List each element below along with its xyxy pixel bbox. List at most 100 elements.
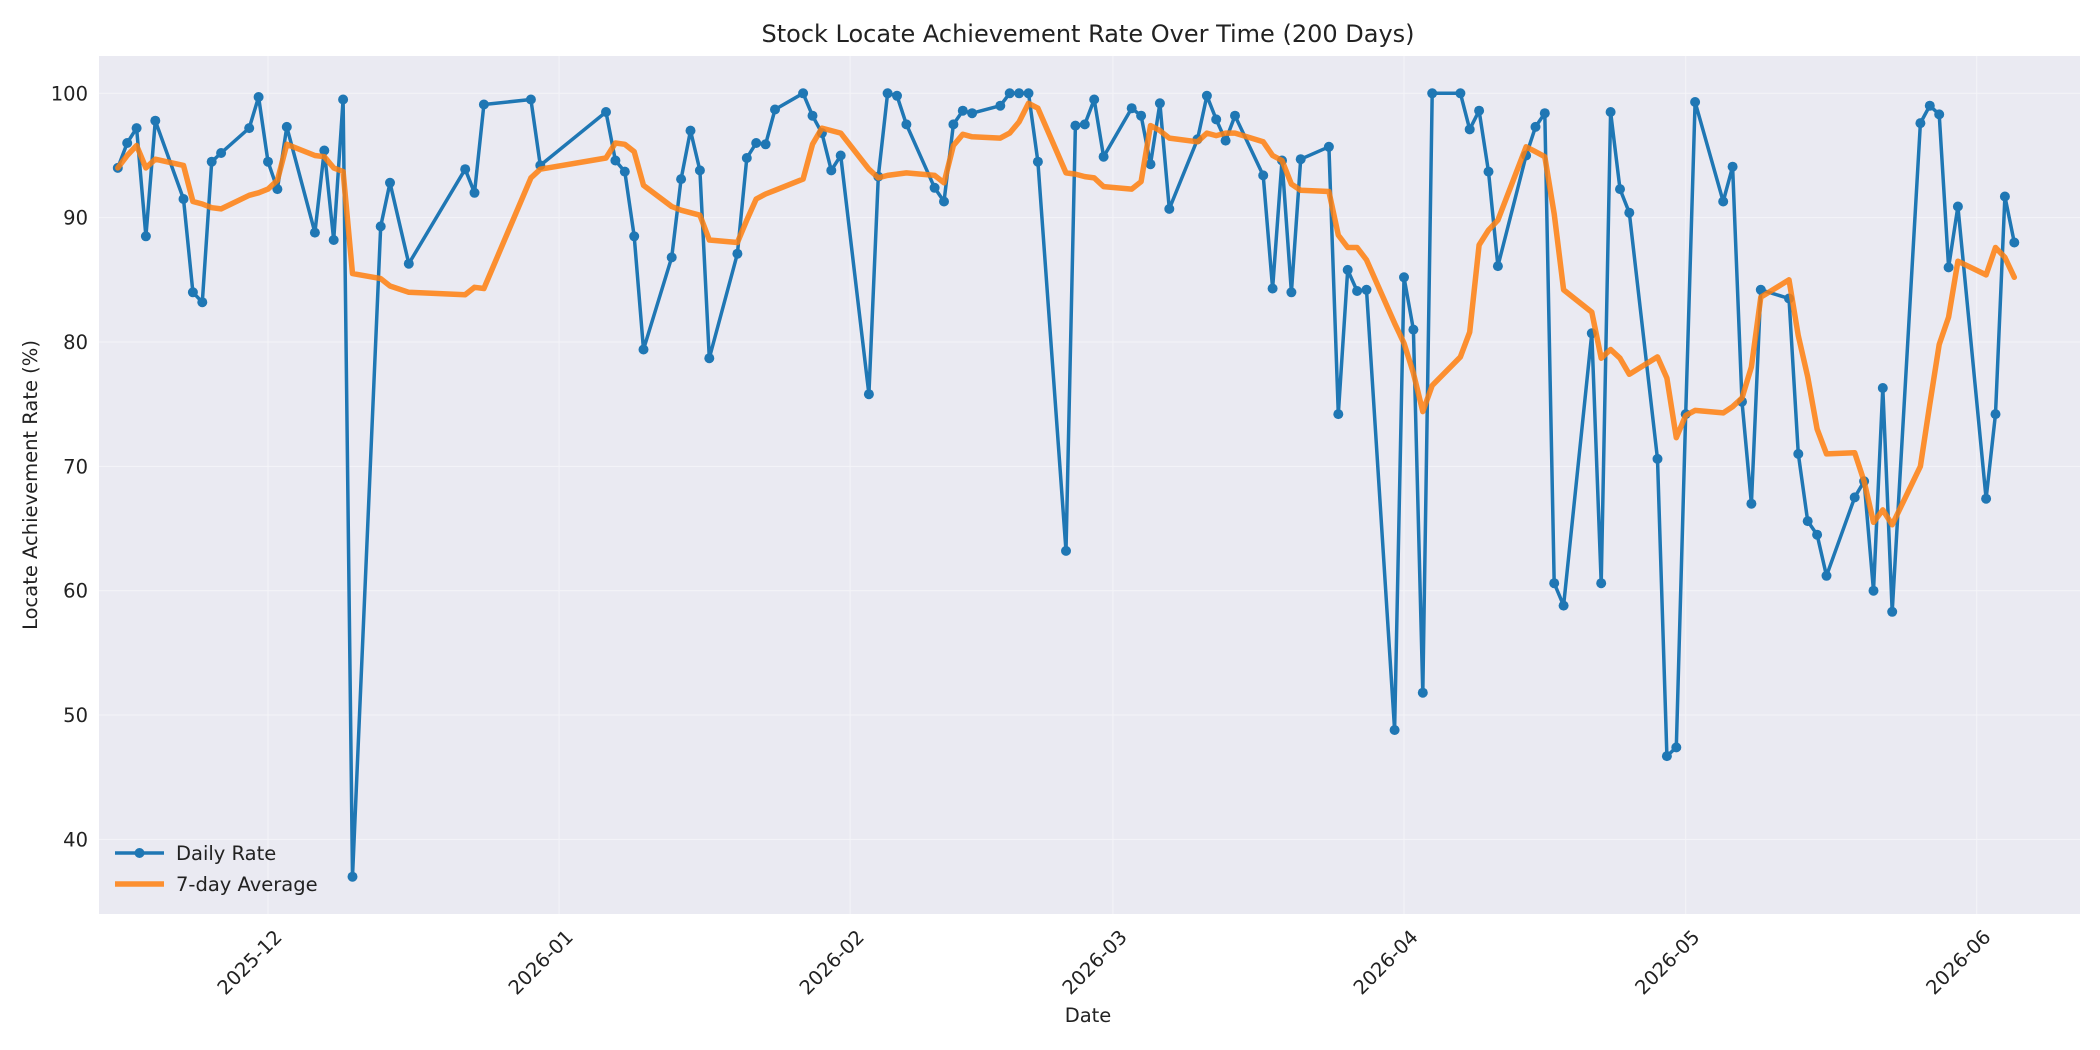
daily-rate-point (676, 174, 687, 185)
y-axis-ticks: 40 50 60 70 80 90 100 (51, 82, 88, 851)
daily-rate-point (1220, 135, 1231, 146)
daily-rate-point (1455, 88, 1466, 99)
daily-rate-point (892, 90, 902, 101)
daily-rate-point (1333, 409, 1344, 420)
daily-rate-point (1164, 203, 1175, 214)
daily-rate-point (1408, 324, 1419, 335)
daily-rate-point (216, 148, 227, 158)
daily-rate-point (1868, 585, 1879, 596)
daily-rate-point (1615, 184, 1625, 195)
daily-rate-point (1014, 88, 1025, 99)
daily-rate-point (798, 88, 809, 99)
daily-rate-point (197, 297, 208, 308)
y-tick-label: 50 (63, 704, 88, 727)
daily-rate-point (1999, 191, 2010, 202)
daily-rate-point (1258, 170, 1269, 181)
daily-rate-point (1342, 264, 1353, 275)
daily-rate-point (478, 99, 489, 110)
daily-rate-point (403, 258, 414, 269)
daily-rate-point (1389, 725, 1400, 735)
daily-rate-point (1070, 120, 1081, 131)
daily-rate-point (601, 107, 611, 117)
daily-rate-point (281, 121, 292, 132)
daily-rate-point (948, 119, 959, 130)
daily-rate-point (1793, 448, 1804, 459)
daily-rate-point (929, 182, 940, 193)
daily-rate-point (1915, 118, 1926, 129)
daily-rate-point (685, 125, 696, 136)
daily-rate-point (1145, 159, 1156, 170)
daily-rate-point (770, 104, 780, 115)
daily-rate-point (629, 231, 640, 242)
daily-rate-point (835, 150, 846, 161)
daily-rate-point (901, 119, 912, 130)
daily-rate-point (1718, 196, 1729, 207)
daily-rate-point (1267, 283, 1278, 294)
daily-rate-point (131, 123, 142, 134)
daily-rate-point (995, 100, 1006, 111)
daily-rate-point (385, 177, 395, 188)
daily-rate-point (741, 153, 752, 163)
daily-rate-point (1755, 284, 1766, 295)
daily-rate-point (1530, 121, 1541, 132)
daily-rate-point (375, 221, 386, 232)
daily-rate-point (1539, 108, 1550, 119)
grid-lines (99, 56, 2080, 914)
y-tick-label: 60 (63, 580, 88, 603)
daily-rate-point (187, 287, 198, 298)
daily-rate-point (1661, 751, 1672, 762)
daily-rate-point (263, 156, 273, 167)
y-axis-label: Locate Achievement Rate (%) (19, 340, 42, 630)
daily-rate-point (1230, 110, 1240, 121)
daily-rate-point (272, 184, 283, 195)
daily-rate-point (1981, 493, 1992, 504)
daily-rate-point (1821, 570, 1832, 581)
daily-rate-point (1624, 207, 1635, 218)
daily-rate-point (1990, 409, 2001, 420)
daily-rate-point (1295, 154, 1306, 165)
daily-rate-point (1934, 109, 1945, 120)
daily-rate-point (206, 156, 217, 167)
daily-rate-point (1361, 284, 1372, 295)
daily-rate-point (619, 166, 630, 177)
daily-rate-point (1399, 272, 1409, 283)
daily-rate-point (1286, 287, 1297, 298)
daily-rate-point (1690, 97, 1701, 107)
daily-rate-point (1201, 90, 1212, 101)
daily-rate-point (1136, 110, 1147, 121)
y-tick-label: 40 (63, 828, 88, 851)
seven-day-average-line (115, 100, 2018, 528)
legend-daily-rate-marker (134, 848, 145, 858)
daily-rate-point (807, 110, 818, 121)
daily-rate-point (967, 108, 978, 119)
chart-title: Stock Locate Achievement Rate Over Time … (761, 20, 1414, 48)
daily-rate-point (328, 235, 339, 245)
daily-rate-point (1089, 94, 1100, 105)
daily-rate-point (1464, 124, 1475, 135)
daily-rate-point (1352, 286, 1363, 296)
y-tick-label: 70 (63, 455, 88, 478)
daily-rate-point (1943, 262, 1954, 273)
plot-area (99, 56, 2080, 914)
daily-rate-point (1549, 578, 1560, 589)
daily-rate-point (178, 194, 189, 204)
daily-rate-point (1483, 166, 1494, 177)
daily-rate-point (1098, 151, 1109, 162)
daily-rate-point (1079, 119, 1090, 130)
y-tick-label: 90 (63, 207, 88, 230)
daily-rate-point (1211, 114, 1222, 125)
daily-rate-point (1023, 88, 1034, 99)
daily-rate-point (319, 145, 330, 156)
daily-rate-point (1126, 103, 1137, 114)
series-7-day-average (115, 100, 2018, 528)
series-layer (112, 88, 2020, 882)
daily-rate-point (694, 165, 705, 176)
daily-rate-point (1154, 98, 1165, 109)
daily-rate-point (1652, 453, 1663, 464)
daily-rate-point (939, 196, 949, 207)
daily-rate-point (309, 227, 320, 238)
daily-rate-point (469, 187, 480, 198)
x-axis-label: Date (1065, 1004, 1112, 1027)
daily-rate-point (732, 248, 743, 259)
daily-rate-point (1004, 88, 1015, 99)
